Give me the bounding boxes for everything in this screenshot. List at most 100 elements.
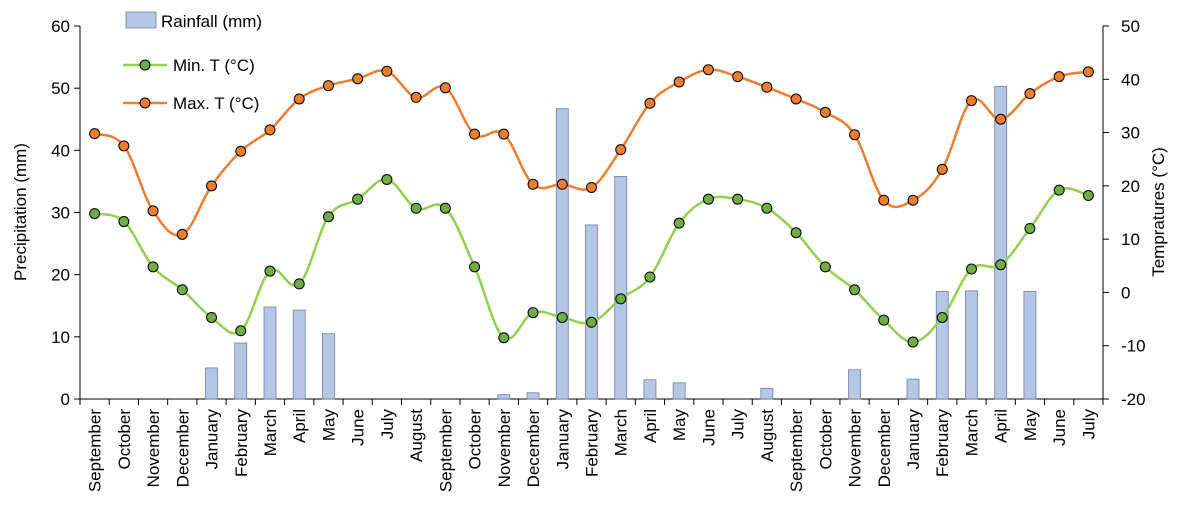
rainfall-bar xyxy=(965,290,978,400)
y-axis-title: Precipitation (mm) xyxy=(11,143,30,281)
min-temp-point xyxy=(352,193,364,205)
max-temp-point xyxy=(352,73,364,85)
min-temp-point xyxy=(381,173,393,185)
min-temp-point xyxy=(293,278,305,290)
rainfall-bar xyxy=(322,333,335,400)
min-temp-point xyxy=(761,202,773,214)
max-temp-point xyxy=(469,128,481,140)
x-tick-label: August xyxy=(758,409,777,462)
min-temp-point xyxy=(1053,184,1065,196)
min-temp-point xyxy=(586,316,597,328)
max-temp-point xyxy=(147,205,159,217)
min-temp-point xyxy=(206,311,218,323)
rainfall-bar xyxy=(205,367,218,400)
rainfall-bar xyxy=(848,369,861,400)
x-tick-label: December xyxy=(875,409,894,488)
max-temp-point xyxy=(673,76,685,88)
min-temp-point xyxy=(644,271,656,283)
min-temp-point xyxy=(790,227,802,239)
x-tick-label: February xyxy=(232,409,251,478)
rainfall-bar xyxy=(906,378,920,400)
max-temp-point xyxy=(206,180,218,192)
y2-tick-label: 10 xyxy=(1121,230,1140,249)
x-tick-label: January xyxy=(553,409,572,470)
x-tick-label: October xyxy=(816,409,835,470)
y2-axis-title: Tempratures (°C) xyxy=(1149,147,1168,277)
max-temp-point xyxy=(176,228,188,240)
legend-rainfall-label: Rainfall (mm) xyxy=(161,12,262,31)
rainfall-bar xyxy=(614,176,628,400)
x-tick-label: September xyxy=(787,409,806,492)
max-temp-point xyxy=(644,97,656,109)
min-temp-point xyxy=(907,336,919,348)
x-tick-label: March xyxy=(962,409,981,456)
y2-tick-label: 20 xyxy=(1121,177,1140,196)
y-tick-label: 20 xyxy=(51,266,70,285)
max-temp-point xyxy=(586,181,597,193)
rainfall-bar xyxy=(672,382,686,400)
y2-tick-label: -10 xyxy=(1121,337,1146,356)
x-tick-label: September xyxy=(86,409,105,492)
y2-tick-label: 50 xyxy=(1121,17,1140,36)
min-temp-point xyxy=(410,202,422,214)
min-temp-point xyxy=(556,311,568,323)
x-tick-label: July xyxy=(378,409,397,440)
max-temp-point xyxy=(702,64,714,76)
max-temp-point xyxy=(819,106,831,118)
x-tick-label: April xyxy=(992,409,1011,443)
max-temp-point xyxy=(1053,71,1065,83)
x-tick-label: March xyxy=(612,409,631,456)
x-tick-label: February xyxy=(583,409,602,478)
rainfall-bar xyxy=(292,309,306,400)
x-tick-label: November xyxy=(846,409,865,488)
min-temp-point xyxy=(439,202,451,214)
legend: Rainfall (mm) Min. T (°C) Max. T (°C) xyxy=(123,11,262,113)
axis-titles: Precipitation (mm) Tempratures (°C) xyxy=(11,143,1168,281)
rainfall-bar xyxy=(555,108,569,400)
min-temp-point xyxy=(732,193,744,205)
max-temp-point xyxy=(1024,88,1036,100)
max-temp-point xyxy=(498,128,510,140)
legend-min-temp-label: Min. T (°C) xyxy=(173,56,255,75)
max-temp-point xyxy=(235,145,247,157)
y2-tick-label: 30 xyxy=(1121,124,1140,143)
x-tick-label: April xyxy=(290,409,309,443)
y-tick-label: 40 xyxy=(51,141,70,160)
min-temp-point xyxy=(936,311,948,323)
min-temp-point xyxy=(527,307,539,319)
min-temp-point xyxy=(322,211,334,223)
rainfall-bar xyxy=(760,388,774,400)
x-tick-label: June xyxy=(699,409,718,446)
max-temp-point xyxy=(849,129,861,141)
rainfall-bar xyxy=(643,379,657,400)
x-tick-label: February xyxy=(933,409,952,478)
min-temp-point xyxy=(673,217,685,229)
max-temp-point xyxy=(761,81,773,93)
max-temp-point xyxy=(615,144,627,156)
max-temp-point xyxy=(293,93,305,105)
max-temp-point xyxy=(322,80,334,92)
x-tick-label: March xyxy=(261,409,280,456)
max-temp-point xyxy=(89,128,101,140)
max-temp-point xyxy=(410,91,422,103)
min-temp-point xyxy=(118,216,130,228)
min-temp-point xyxy=(1082,189,1094,201)
rainfall-bar xyxy=(526,392,540,400)
x-tick-label: October xyxy=(466,409,485,470)
rainfall-bar xyxy=(234,342,248,400)
min-temp-point xyxy=(965,263,977,275)
min-temp-point xyxy=(615,293,627,305)
legend-rainfall-swatch xyxy=(125,11,157,29)
x-tick-label: April xyxy=(641,409,660,443)
x-tick-label: December xyxy=(524,409,543,488)
x-tick-label: May xyxy=(319,409,338,442)
x-tick-label: June xyxy=(1050,409,1069,446)
min-temp-point xyxy=(1024,222,1036,234)
min-temp-point xyxy=(147,261,159,273)
max-temp-point xyxy=(936,163,948,175)
x-tick-label: August xyxy=(407,409,426,462)
x-tick-label: September xyxy=(436,409,455,492)
rainfall-bar xyxy=(263,306,277,400)
max-temp-point xyxy=(527,178,539,190)
y2-tick-label: 40 xyxy=(1121,70,1140,89)
